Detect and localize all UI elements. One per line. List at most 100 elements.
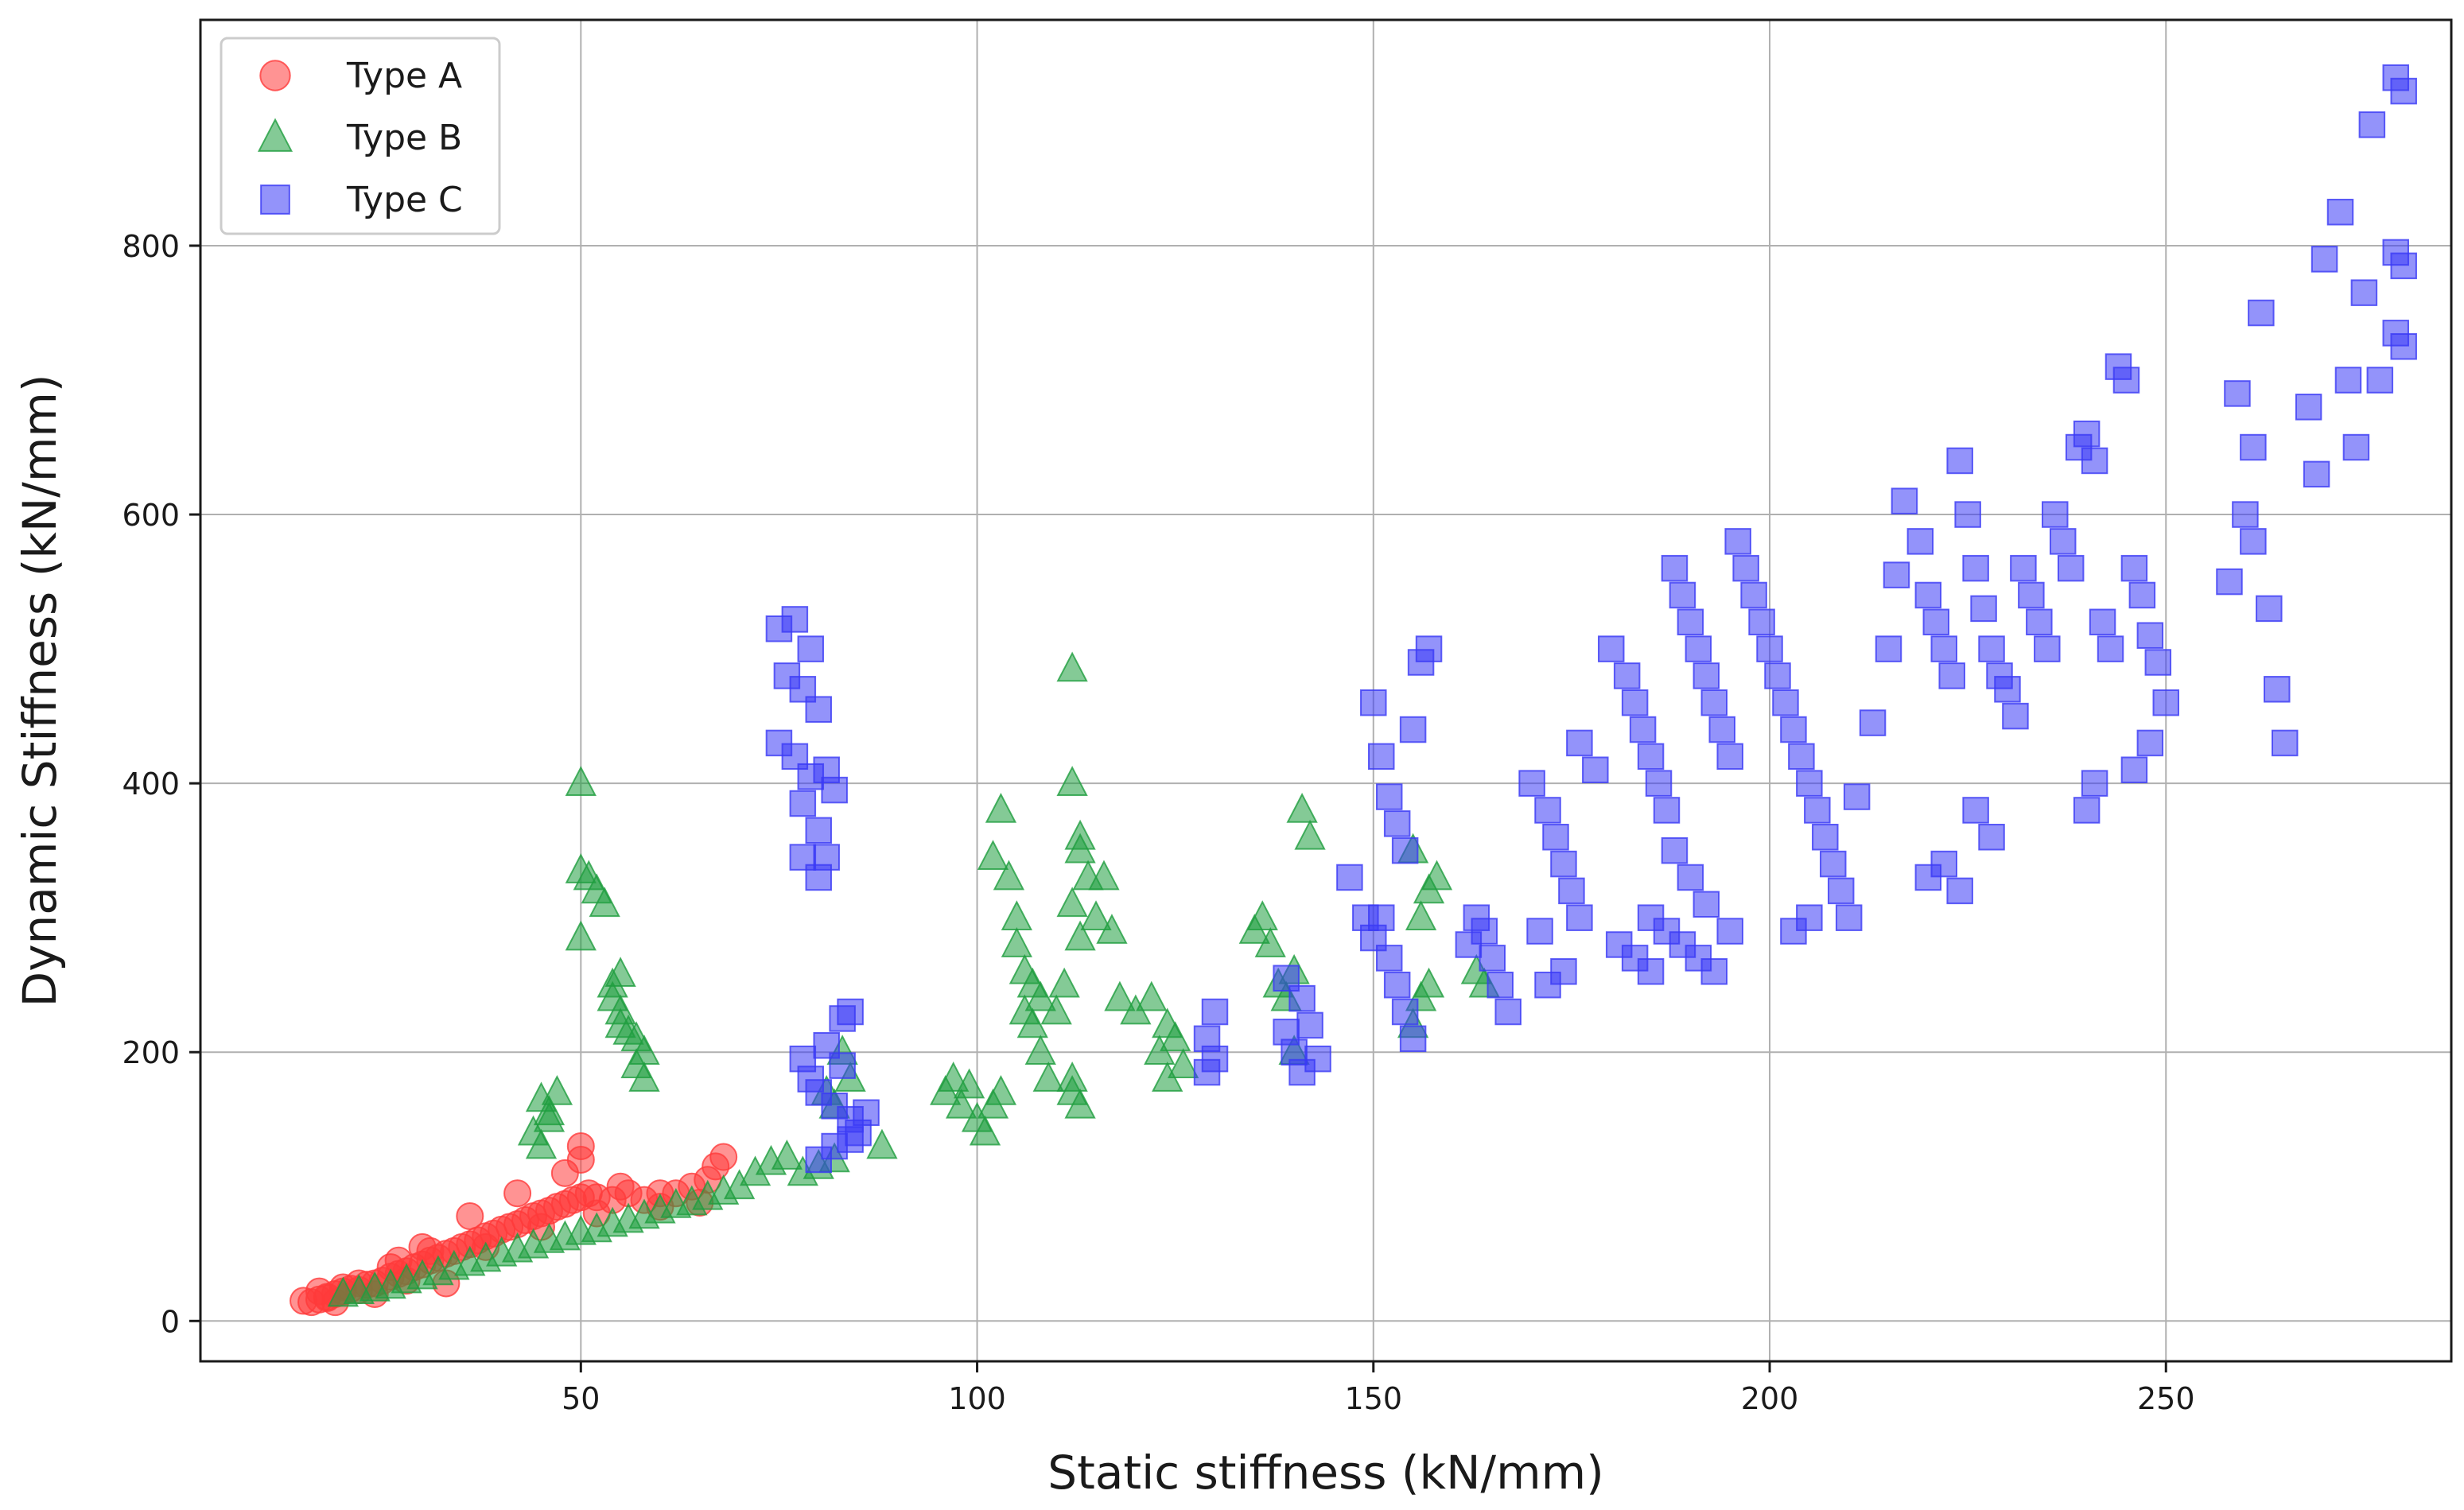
- data-point: [2264, 676, 2291, 703]
- data-point: [1685, 635, 1712, 662]
- data-point: [813, 1032, 840, 1059]
- y-tick-label: 800: [122, 229, 180, 264]
- data-point: [805, 864, 833, 891]
- data-point: [1288, 1058, 1316, 1086]
- data-point: [1669, 581, 1696, 609]
- data-point: [565, 920, 597, 951]
- plot-frame: [199, 18, 2453, 1363]
- data-point: [589, 887, 620, 918]
- data-point: [1550, 958, 1577, 985]
- data-point: [1891, 487, 1918, 514]
- data-point: [789, 1045, 817, 1073]
- data-point: [1360, 924, 1387, 952]
- data-point: [1962, 797, 1989, 824]
- data-point: [1946, 877, 1973, 905]
- data-point: [2334, 367, 2362, 394]
- data-point: [2002, 702, 2029, 730]
- legend-label: Type B: [346, 118, 462, 158]
- y-tick-label: 600: [122, 498, 180, 533]
- data-point: [1391, 998, 1419, 1026]
- data-point: [2303, 460, 2330, 488]
- series-type-c: [765, 64, 2417, 1174]
- data-point: [2026, 608, 2053, 636]
- data-point: [1653, 797, 1681, 824]
- data-point: [805, 1146, 833, 1174]
- data-point: [604, 994, 636, 1025]
- data-point: [771, 1139, 803, 1170]
- data-point: [606, 1172, 635, 1201]
- data-point: [1883, 561, 1910, 588]
- data-point: [565, 766, 597, 796]
- data-point: [1048, 967, 1080, 998]
- data-point: [985, 792, 1017, 823]
- data-point: [2358, 111, 2386, 138]
- data-point: [2240, 528, 2267, 555]
- data-point: [1621, 689, 1649, 716]
- data-point: [1804, 797, 1831, 824]
- data-point: [2271, 729, 2299, 757]
- data-point: [789, 790, 817, 817]
- data-point: [1405, 900, 1437, 931]
- data-point: [985, 1074, 1017, 1105]
- data-point: [1613, 662, 1641, 689]
- data-point: [1024, 980, 1056, 1011]
- data-point: [2390, 333, 2417, 360]
- data-point: [1661, 554, 1689, 582]
- legend-entries: Type A Type B Type C: [257, 56, 463, 220]
- data-point: [1796, 770, 1823, 797]
- data-point: [2216, 568, 2243, 596]
- data-point: [837, 1126, 864, 1153]
- data-point: [1875, 635, 1902, 662]
- data-point: [2390, 252, 2417, 280]
- data-point: [1479, 945, 1506, 972]
- data-point: [1534, 971, 1561, 999]
- data-point: [2120, 756, 2148, 783]
- data-point: [1756, 635, 1783, 662]
- data-point: [1970, 595, 1997, 623]
- data-point: [1193, 1058, 1221, 1086]
- data-point: [1954, 501, 1981, 528]
- data-point: [1471, 918, 1498, 945]
- data-point: [2097, 635, 2124, 662]
- x-tick-label: 50: [562, 1381, 600, 1416]
- data-point: [829, 1052, 856, 1079]
- data-point: [1700, 689, 1728, 716]
- data-point: [1494, 998, 1522, 1026]
- data-point: [2120, 554, 2148, 582]
- legend-marker: [257, 118, 293, 152]
- data-point: [1487, 971, 1514, 999]
- data-point: [1413, 873, 1445, 904]
- data-point: [1566, 729, 1593, 757]
- data-point: [1526, 918, 1553, 945]
- data-point: [797, 635, 825, 662]
- data-point: [1391, 837, 1419, 864]
- data-point: [2081, 447, 2108, 475]
- data-point: [1621, 945, 1649, 972]
- data-point: [2144, 649, 2172, 676]
- data-point: [1064, 833, 1096, 864]
- data-point: [533, 1095, 565, 1126]
- data-point: [1693, 662, 1720, 689]
- data-point: [1629, 716, 1657, 743]
- data-point: [1056, 1062, 1088, 1092]
- data-point: [1637, 743, 1665, 771]
- data-point: [1542, 824, 1569, 851]
- data-point: [2018, 581, 2045, 609]
- data-point: [620, 1048, 652, 1078]
- data-point: [1637, 958, 1665, 985]
- data-point: [1819, 850, 1847, 878]
- data-point: [1843, 783, 1871, 810]
- data-point: [1780, 918, 1807, 945]
- data-point: [2049, 528, 2077, 555]
- data-point: [1978, 824, 2005, 851]
- data-point: [1859, 709, 1887, 736]
- data-point: [1246, 900, 1278, 931]
- data-point: [1104, 980, 1136, 1011]
- data-point: [2073, 797, 2101, 824]
- data-point: [709, 1143, 738, 1171]
- data-point: [1167, 1048, 1199, 1078]
- legend-entry: Type B: [257, 118, 462, 158]
- data-point: [1906, 528, 1934, 555]
- x-tick-label: 200: [1741, 1381, 1799, 1416]
